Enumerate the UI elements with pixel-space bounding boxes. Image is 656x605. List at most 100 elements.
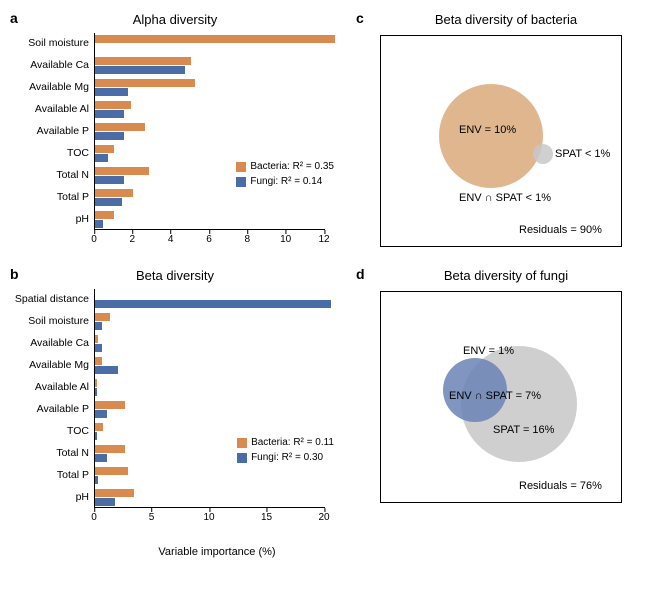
- bar-row: Available Mg: [95, 355, 325, 375]
- bar-row: Soil moisture: [95, 33, 325, 53]
- legend-bacteria: Bacteria: R² = 0.35: [236, 159, 334, 174]
- fungi-bar: [95, 110, 124, 118]
- bacteria-bar: [95, 489, 134, 497]
- venn-label-env: ENV = 10%: [459, 124, 516, 136]
- fungi-bar: [95, 432, 97, 440]
- x-tick: 0: [91, 512, 97, 523]
- legend-fungi-label: Fungi: R² = 0.14: [250, 174, 322, 189]
- x-tick: 0: [91, 234, 97, 245]
- panel-a-legend: Bacteria: R² = 0.35 Fungi: R² = 0.14: [236, 159, 334, 189]
- panel-d-venn: ENV = 1%ENV ∩ SPAT = 7%SPAT = 16%Residua…: [380, 291, 622, 503]
- category-label: Soil moisture: [28, 37, 89, 49]
- bar-row: Available Ca: [95, 55, 325, 75]
- fungi-bar: [95, 410, 107, 418]
- x-tick: 10: [203, 512, 214, 523]
- x-tick: 8: [245, 234, 251, 245]
- venn-label-env: ENV = 1%: [463, 345, 514, 357]
- env-circle: [439, 84, 543, 188]
- bacteria-bar: [95, 57, 191, 65]
- category-label: pH: [76, 213, 89, 225]
- fungi-bar: [95, 388, 97, 396]
- fungi-bar: [95, 132, 124, 140]
- venn-label-spat: SPAT = 16%: [493, 424, 554, 436]
- bacteria-bar: [95, 357, 102, 365]
- x-tick: 10: [280, 234, 291, 245]
- panel-a-title: Alpha diversity: [10, 12, 340, 27]
- bacteria-bar: [95, 423, 103, 431]
- category-label: Total N: [56, 169, 89, 181]
- bar-row: Total P: [95, 465, 325, 485]
- legend-fungi: Fungi: R² = 0.30: [237, 450, 334, 465]
- legend-bacteria-label: Bacteria: R² = 0.11: [251, 435, 334, 450]
- panel-b-ticks: 05101520: [94, 510, 324, 534]
- fungi-swatch-icon: [237, 453, 247, 463]
- fungi-bar: [95, 154, 108, 162]
- panel-letter-d: d: [356, 266, 365, 282]
- bar-row: Available P: [95, 399, 325, 419]
- bacteria-bar: [95, 401, 125, 409]
- category-label: Available Mg: [29, 359, 89, 371]
- panel-b: b Beta diversity Spatial distanceSoil mo…: [10, 266, 340, 558]
- bar-row: Available Ca: [95, 333, 325, 353]
- category-label: Available P: [37, 125, 89, 137]
- category-label: TOC: [67, 147, 89, 159]
- fungi-bar: [95, 366, 118, 374]
- fungi-bar: [95, 220, 103, 228]
- bar-row: Total P: [95, 187, 325, 207]
- category-label: TOC: [67, 425, 89, 437]
- panel-a-chart: Soil moistureAvailable CaAvailable MgAva…: [94, 33, 340, 256]
- panel-b-legend: Bacteria: R² = 0.11 Fungi: R² = 0.30: [237, 435, 334, 465]
- panel-b-chart: Spatial distanceSoil moistureAvailable C…: [94, 289, 340, 558]
- bacteria-bar: [95, 35, 335, 43]
- legend-fungi-label: Fungi: R² = 0.30: [251, 450, 323, 465]
- panel-b-xlabel: Variable importance (%): [94, 546, 340, 558]
- bar-row: Available Mg: [95, 77, 325, 97]
- panel-a: a Alpha diversity Soil moistureAvailable…: [10, 10, 340, 256]
- panel-a-ticks: 024681012: [94, 232, 324, 256]
- bar-row: pH: [95, 209, 325, 229]
- fungi-bar: [95, 66, 185, 74]
- x-tick: 5: [149, 512, 155, 523]
- x-tick: 20: [318, 512, 329, 523]
- bar-row: Available Al: [95, 377, 325, 397]
- x-tick: 6: [206, 234, 212, 245]
- bacteria-bar: [95, 79, 195, 87]
- category-label: Available Mg: [29, 81, 89, 93]
- panel-c-title: Beta diversity of bacteria: [356, 12, 656, 27]
- bar-row: Available Al: [95, 99, 325, 119]
- legend-fungi: Fungi: R² = 0.14: [236, 174, 334, 189]
- category-label: Spatial distance: [15, 293, 89, 305]
- figure-grid: a Alpha diversity Soil moistureAvailable…: [10, 10, 646, 558]
- bacteria-bar: [95, 145, 114, 153]
- fungi-bar: [95, 476, 98, 484]
- fungi-bar: [95, 344, 102, 352]
- bacteria-bar: [95, 335, 98, 343]
- category-label: Available P: [37, 403, 89, 415]
- bacteria-bar: [95, 379, 97, 387]
- bacteria-bar: [95, 211, 114, 219]
- category-label: Available Al: [35, 381, 89, 393]
- panel-c: c Beta diversity of bacteria ENV = 10%SP…: [356, 10, 656, 256]
- panel-letter-a: a: [10, 10, 18, 26]
- fungi-bar: [95, 498, 115, 506]
- x-tick: 4: [168, 234, 174, 245]
- panel-b-bars: Spatial distanceSoil moistureAvailable C…: [94, 289, 325, 508]
- category-label: Available Ca: [30, 59, 89, 71]
- category-label: Total P: [57, 469, 89, 481]
- bar-row: Soil moisture: [95, 311, 325, 331]
- category-label: pH: [76, 491, 89, 503]
- panel-d: d Beta diversity of fungi ENV = 1% ENV ∩ …: [356, 266, 656, 558]
- fungi-bar: [95, 454, 107, 462]
- category-label: Available Ca: [30, 337, 89, 349]
- venn-label-intersection: ENV ∩ SPAT = 7%: [449, 390, 541, 402]
- fungi-bar: [95, 176, 124, 184]
- fungi-bar: [95, 322, 102, 330]
- panel-a-bars: Soil moistureAvailable CaAvailable MgAva…: [94, 33, 325, 230]
- panel-c-venn: ENV = 10%SPAT < 1%ENV ∩ SPAT < 1%Residua…: [380, 35, 622, 247]
- bacteria-bar: [95, 123, 145, 131]
- category-label: Total N: [56, 447, 89, 459]
- bar-row: Available P: [95, 121, 325, 141]
- panel-d-title: Beta diversity of fungi: [356, 268, 656, 283]
- panel-b-title: Beta diversity: [10, 268, 340, 283]
- bacteria-swatch-icon: [236, 162, 246, 172]
